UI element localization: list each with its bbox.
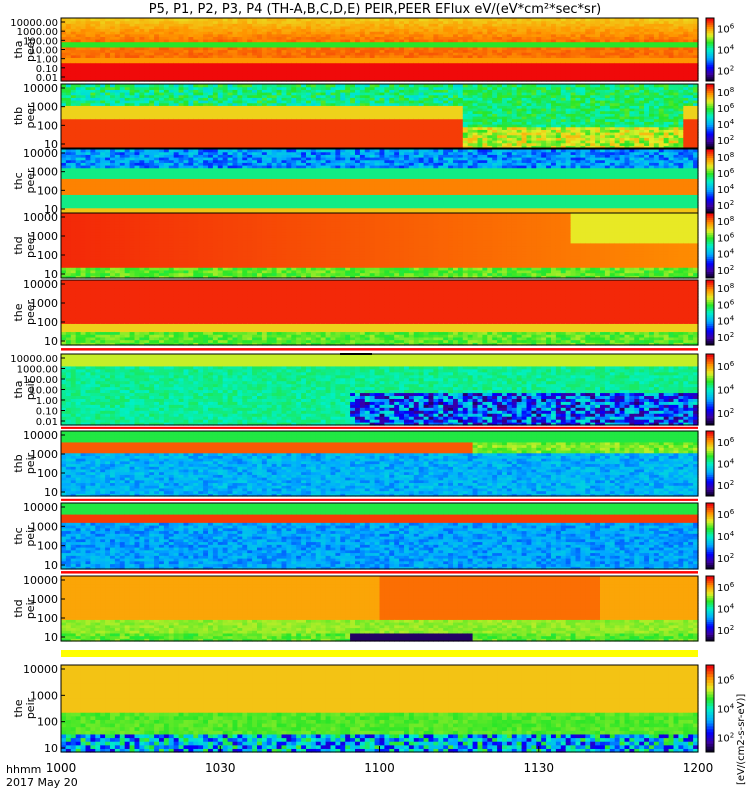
figure: P5, P1, P2, P3, P4 (TH-A,B,C,D,E) PEIR,P…: [0, 0, 750, 800]
panel-tha-peer: [61, 18, 714, 82]
spectrogram-stack: 10000.001000.00100.0010.001.000.100.01th…: [0, 0, 750, 800]
